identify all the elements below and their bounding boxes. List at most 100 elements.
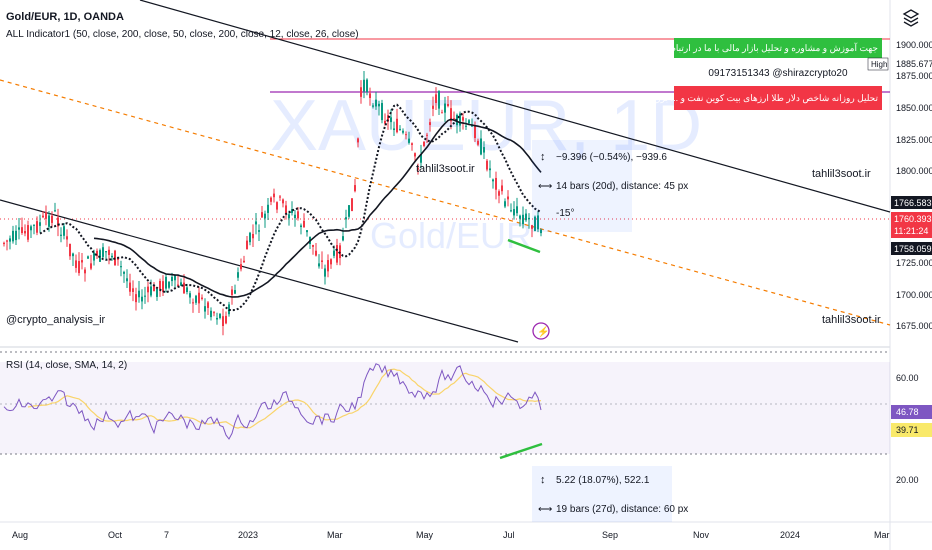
symbol-title[interactable]: Gold/EUR, 1D, OANDA: [6, 11, 124, 23]
high-value: 1885.677: [896, 59, 932, 69]
candle-body: [480, 138, 482, 155]
candle-body: [387, 115, 389, 122]
candle-body: [348, 205, 350, 217]
candle-body: [198, 292, 200, 304]
candle-body: [468, 120, 470, 124]
watermark-symbol: XAUEUR, 1D: [270, 86, 702, 166]
menu-button[interactable]: [895, 6, 927, 32]
price-measure-box[interactable]: [532, 140, 632, 232]
candle-body: [522, 214, 524, 225]
candle-body: [234, 290, 236, 294]
price-tick: 1875.000: [896, 71, 932, 81]
current-price-value: 1766.583: [894, 198, 932, 208]
candle-body: [66, 236, 68, 240]
downtrend-line-upper[interactable]: [139, 0, 891, 213]
rsi-axis[interactable]: 60.00 46.78 39.71 20.00: [891, 373, 932, 485]
candle-body: [258, 230, 260, 232]
candle-body: [69, 243, 71, 257]
candle-body: [213, 312, 215, 314]
candle-body: [477, 140, 479, 145]
candle-body: [30, 226, 32, 231]
rsi-sma-value: 39.71: [896, 425, 919, 435]
candle-body: [312, 244, 314, 247]
candle-body: [168, 281, 170, 288]
candle-body: [63, 226, 65, 236]
candle-body: [399, 128, 401, 130]
event-marker[interactable]: [532, 322, 550, 340]
candle-body: [528, 217, 530, 220]
dashed-trend-line[interactable]: [0, 79, 891, 326]
candle-body: [285, 205, 287, 215]
time-label: 2024: [780, 530, 800, 540]
candle-body: [330, 259, 332, 265]
candle-body: [57, 217, 59, 227]
candle-body: [363, 79, 365, 92]
candle-body: [111, 255, 113, 258]
site-label: tahlil3soot.ir: [812, 168, 871, 180]
candle-body: [237, 272, 239, 278]
candle-body: [246, 240, 248, 250]
candle-body: [210, 310, 212, 318]
indicator-title[interactable]: ALL Indicator1 (50, close, 200, close, 5…: [6, 29, 359, 40]
time-axis[interactable]: Aug Oct 7 2023 Mar May Jul Sep Nov 2024 …: [12, 530, 890, 540]
candle-body: [486, 160, 488, 170]
candle-body: [459, 113, 461, 126]
candle-body: [369, 93, 371, 98]
candle-body: [489, 168, 491, 171]
candle-body: [372, 105, 374, 107]
candle-body: [156, 288, 158, 297]
candle-body: [48, 215, 50, 227]
rsi-measure-bars: 19 bars (27d), distance: 60 px: [556, 504, 688, 515]
candle-body: [228, 304, 230, 315]
candle-body: [99, 250, 101, 262]
price-divergence-line[interactable]: [507, 238, 541, 254]
price-axis[interactable]: 1900.000 High 1885.677 1875.000 1850.000…: [867, 40, 932, 331]
candle-body: [492, 179, 494, 182]
candle-body: [225, 315, 227, 324]
candle-body: [54, 210, 56, 212]
rsi-title[interactable]: RSI (14, close, SMA, 14, 2): [6, 360, 127, 371]
time-label: Jul: [503, 530, 515, 540]
candle-body: [36, 221, 38, 233]
candle-body: [375, 99, 377, 107]
lightning-icon: ⚡: [537, 325, 549, 338]
ad-box-green[interactable]: [674, 38, 882, 58]
candle-body: [405, 134, 407, 136]
candle-body: [195, 295, 197, 303]
price-tick: 1850.000: [896, 103, 932, 113]
candle-body: [6, 240, 8, 242]
candle-body: [498, 191, 500, 196]
candle-body: [45, 212, 47, 219]
ad-box-top: [674, 10, 882, 38]
price-tick: 1800.000: [896, 166, 932, 176]
moving-average-dotted-line: [39, 103, 542, 312]
candle-body: [150, 286, 152, 296]
candle-body: [81, 260, 83, 263]
candle-body: [513, 209, 515, 216]
candle-body: [18, 227, 20, 230]
candle-body: [453, 118, 455, 120]
candle-body: [27, 225, 29, 240]
layers-icon: [902, 9, 920, 27]
rsi-divergence-line[interactable]: [499, 442, 543, 460]
ad-box-red[interactable]: [674, 86, 882, 110]
price-tick: 1700.000: [896, 290, 932, 300]
site-label: tahlil3soot.ir: [416, 163, 475, 175]
rsi-measure-box[interactable]: [532, 466, 672, 522]
high-tag: [867, 57, 889, 71]
candle-body: [261, 212, 263, 218]
candle-body: [267, 204, 269, 213]
countdown: 11:21:24: [894, 226, 928, 236]
low-price-tag: [891, 242, 932, 255]
candle-body: [189, 293, 191, 298]
candle-body: [129, 282, 131, 292]
ad-text-green: جهت آموزش و مشاوره و تحلیل بازار مالی با…: [645, 42, 878, 54]
time-label: 2023: [238, 530, 258, 540]
candle-body: [87, 256, 89, 259]
price-tick: 1825.000: [896, 135, 932, 145]
candle-body: [273, 193, 275, 198]
candle-body: [174, 274, 176, 281]
price-tick: 1900.000: [896, 40, 932, 50]
